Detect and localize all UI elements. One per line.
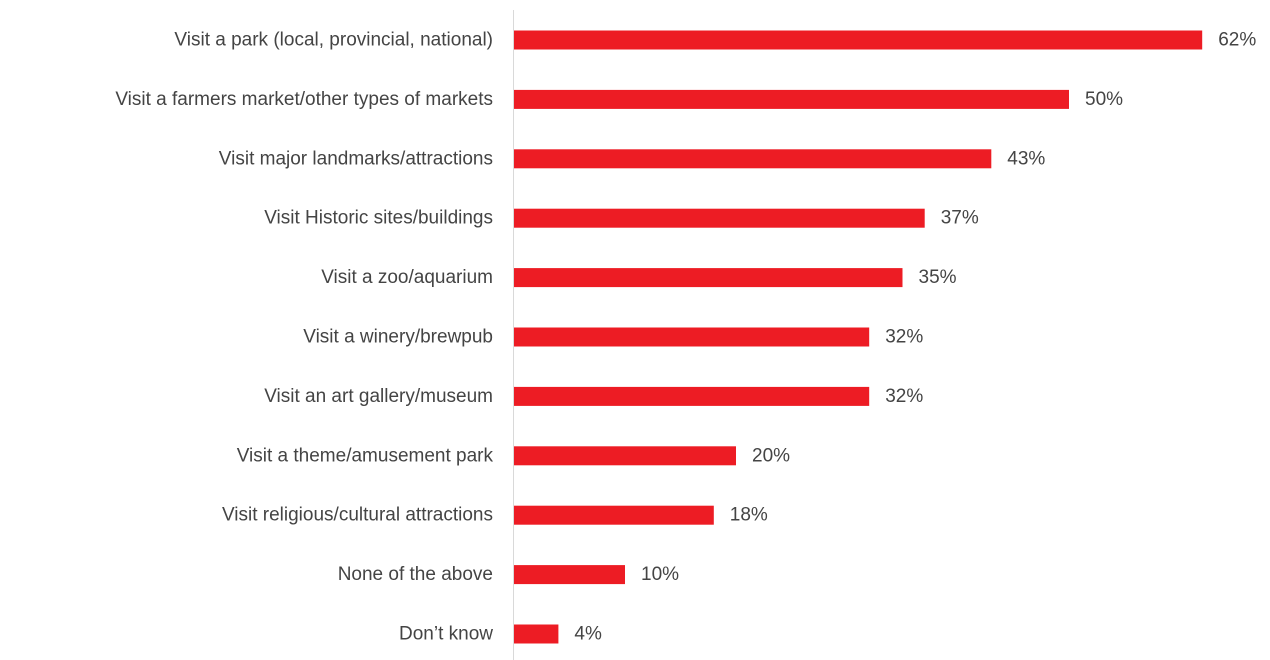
bars — [514, 30, 1203, 644]
value-label: 35% — [919, 267, 957, 288]
bar — [514, 268, 903, 288]
category-label: Visit religious/cultural attractions — [222, 505, 493, 526]
value-label: 32% — [885, 386, 923, 407]
category-label: Visit a theme/amusement park — [237, 445, 494, 466]
value-label: 10% — [641, 564, 679, 585]
category-label: Visit an art gallery/museum — [264, 386, 493, 407]
value-label: 43% — [1007, 148, 1045, 169]
value-label: 20% — [752, 445, 790, 466]
category-label: Visit Historic sites/buildings — [264, 208, 493, 229]
category-label: Visit major landmarks/attractions — [219, 148, 493, 169]
bar — [514, 505, 714, 525]
bar — [514, 30, 1203, 50]
bar — [514, 446, 736, 466]
category-label: Visit a park (local, provincial, nationa… — [174, 30, 493, 51]
value-label: 18% — [730, 505, 768, 526]
value-labels: 62% 50% 43% 37% 35% 32% 32% 20% 18% 10% 4% — [574, 30, 1256, 645]
bar — [514, 565, 625, 585]
category-label: Visit a winery/brewpub — [303, 327, 493, 348]
bar — [514, 327, 870, 347]
bar — [514, 386, 870, 406]
bar — [514, 149, 992, 169]
value-label: 50% — [1085, 89, 1123, 110]
category-label: None of the above — [338, 564, 493, 585]
value-label: 37% — [941, 208, 979, 229]
bar — [514, 89, 1069, 109]
bar — [514, 624, 559, 644]
value-label: 4% — [574, 624, 602, 645]
bar — [514, 208, 925, 228]
category-label: Don’t know — [399, 624, 493, 645]
value-label: 62% — [1218, 30, 1256, 51]
category-labels: Visit a park (local, provincial, nationa… — [115, 30, 493, 645]
category-label: Visit a zoo/aquarium — [321, 267, 493, 288]
value-label: 32% — [885, 327, 923, 348]
category-label: Visit a farmers market/other types of ma… — [115, 89, 493, 110]
